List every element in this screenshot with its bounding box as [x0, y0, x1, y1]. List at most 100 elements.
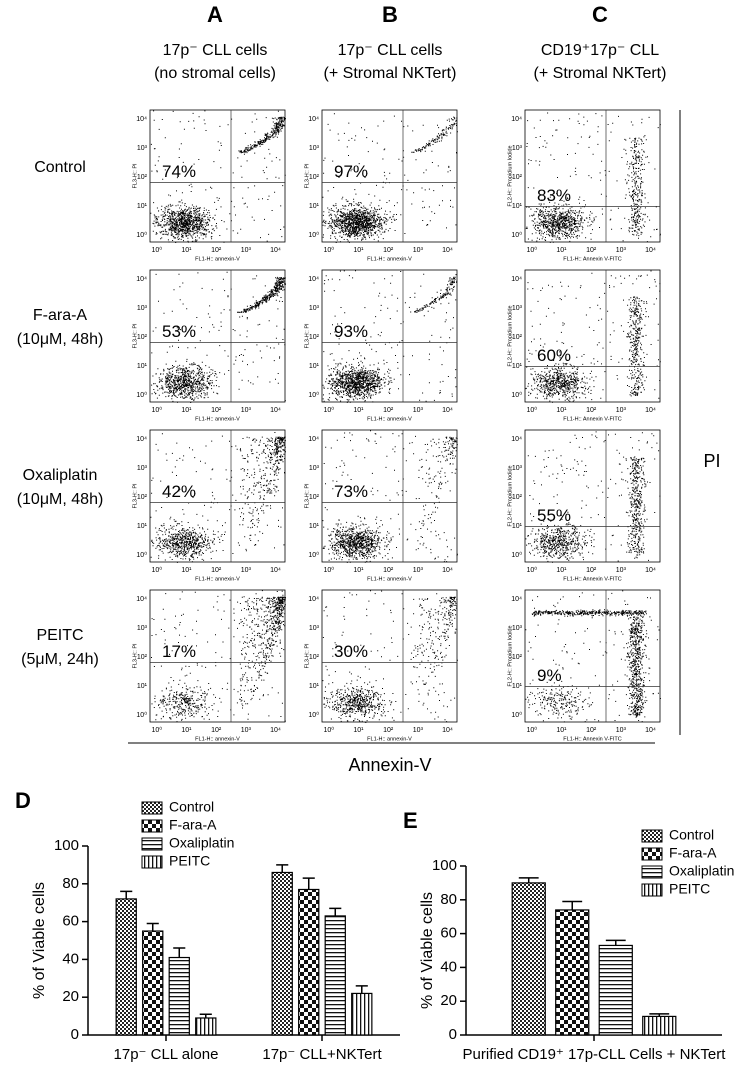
flow-x-tick-label: 10¹ — [556, 727, 567, 734]
flow-x-tick-label: 10¹ — [556, 407, 567, 414]
viable-percentage: 17% — [162, 642, 196, 661]
column-title: (no stromal cells) — [154, 65, 276, 82]
column-title: (+ Stromal NKTert) — [324, 65, 457, 82]
flow-y-tick-label: 10² — [137, 654, 148, 661]
y-tick-label: 40 — [62, 950, 79, 967]
viable-percentage: 55% — [537, 506, 571, 525]
panel-letter: B — [382, 2, 398, 27]
legend-swatch — [641, 883, 663, 897]
event-dots — [150, 110, 286, 244]
flow-x-tick-label: 10¹ — [353, 247, 364, 254]
panel-letter: D — [15, 788, 31, 813]
y-axis-label: % of Viable cells — [419, 892, 436, 1009]
flow-x-tick-label: 10¹ — [181, 727, 192, 734]
flow-y-tick-label: 10¹ — [512, 523, 523, 530]
flow-y-tick-label: 10¹ — [309, 683, 320, 690]
flow-y-tick-label: 10⁰ — [308, 711, 319, 719]
flow-x-tick-label: 10² — [383, 247, 394, 254]
flow-y-tick-label: 10⁰ — [308, 551, 319, 559]
row-label: (5μM, 24h) — [21, 651, 99, 668]
bar — [115, 898, 137, 1036]
flow-x-tick-label: 10³ — [616, 727, 627, 734]
flow-x-tick-label: 10⁰ — [526, 246, 537, 254]
legend-swatch — [641, 847, 663, 861]
plot-frame — [321, 429, 458, 563]
column-title: CD19⁺17p⁻ CLL — [541, 42, 659, 59]
legend-swatch — [641, 829, 663, 843]
flow-y-tick-label: 10⁴ — [511, 596, 522, 603]
flow-y-tick-label: 10⁰ — [511, 391, 522, 399]
legend-label: F-ara-A — [669, 845, 717, 861]
flow-y-label: FL3-H:: PI — [304, 483, 310, 509]
error-bar — [329, 907, 342, 916]
flow-x-label: FL1-H:: annexin-V — [367, 736, 412, 742]
plot-frame — [524, 589, 661, 723]
plot-frame — [149, 589, 286, 723]
y-tick-label: 60 — [440, 925, 457, 942]
column-title: 17p⁻ CLL cells — [163, 42, 268, 59]
flow-y-tick-label: 10⁴ — [136, 116, 147, 123]
flow-x-tick-label: 10⁴ — [270, 247, 281, 254]
flow-y-tick-label: 10³ — [512, 145, 523, 152]
legend-label: Control — [169, 799, 214, 815]
flow-x-tick-label: 10² — [383, 407, 394, 414]
flow-x-tick-label: 10² — [586, 567, 597, 574]
flow-y-tick-label: 10³ — [309, 625, 320, 632]
flow-x-tick-label: 10³ — [241, 567, 252, 574]
flow-x-tick-label: 10⁴ — [645, 247, 656, 254]
flow-y-tick-label: 10⁴ — [136, 436, 147, 443]
flow-y-tick-label: 10³ — [512, 305, 523, 312]
column-title: (+ Stromal NKTert) — [534, 65, 667, 82]
flow-x-tick-label: 10⁴ — [442, 567, 453, 574]
flow-x-label: FL1-H:: annexin-V — [195, 576, 240, 582]
error-bar — [562, 900, 583, 910]
flow-x-tick-label: 10² — [586, 727, 597, 734]
event-dots — [525, 431, 661, 563]
flow-x-label: FL1-H:: annexin-V — [195, 416, 240, 422]
panel-letter: A — [207, 2, 223, 27]
error-bar — [649, 1013, 670, 1017]
flow-x-tick-label: 10³ — [413, 567, 424, 574]
flow-y-tick-label: 10³ — [137, 625, 148, 632]
flow-y-tick-label: 10¹ — [309, 523, 320, 530]
flow-x-tick-label: 10⁰ — [526, 726, 537, 734]
event-dots — [151, 590, 286, 723]
flow-y-tick-label: 10¹ — [137, 363, 148, 370]
viable-percentage: 73% — [334, 482, 368, 501]
legend-label: Oxaliplatin — [169, 835, 234, 851]
row-label: Control — [34, 159, 86, 176]
annexin-title: Annexin-V — [348, 755, 431, 775]
flow-y-label: FL2-H:: Propidium Iodide — [507, 625, 513, 686]
bar — [142, 930, 164, 1036]
flow-x-tick-label: 10² — [586, 247, 597, 254]
flow-y-tick-label: 10¹ — [137, 203, 148, 210]
flow-y-label: FL2-H:: Propidium Iodide — [507, 305, 513, 366]
legend-swatch — [141, 801, 163, 815]
error-bar — [605, 939, 626, 946]
flow-x-label: FL1-H:: Annexin V-FITC — [563, 576, 621, 582]
flow-y-label: FL2-H:: Propidium Iodide — [507, 145, 513, 206]
flow-x-tick-label: 10¹ — [353, 727, 364, 734]
error-bar — [146, 922, 159, 932]
flow-y-tick-label: 10³ — [137, 305, 148, 312]
plot-frame — [321, 109, 458, 243]
flow-x-tick-label: 10⁴ — [645, 407, 656, 414]
flow-y-label: FL3-H:: PI — [132, 643, 138, 669]
flow-y-tick-label: 10² — [309, 334, 320, 341]
flow-y-tick-label: 10² — [512, 174, 523, 181]
flow-y-tick-label: 10⁴ — [308, 436, 319, 443]
flow-y-tick-label: 10² — [309, 654, 320, 661]
flow-y-label: FL3-H:: PI — [132, 483, 138, 509]
plot-frame — [149, 109, 286, 243]
flow-y-label: FL3-H:: PI — [132, 323, 138, 349]
bar — [598, 944, 633, 1036]
legend-label: PEITC — [669, 881, 710, 897]
plot-frame — [149, 429, 286, 563]
flow-y-label: FL3-H:: PI — [304, 643, 310, 669]
error-bar — [355, 985, 368, 994]
x-tick-label: 17p⁻ CLL alone — [114, 1046, 219, 1063]
flow-x-label: FL1-H:: Annexin V-FITC — [563, 736, 621, 742]
flow-y-tick-label: 10³ — [309, 145, 320, 152]
flow-y-tick-label: 10⁰ — [308, 231, 319, 239]
